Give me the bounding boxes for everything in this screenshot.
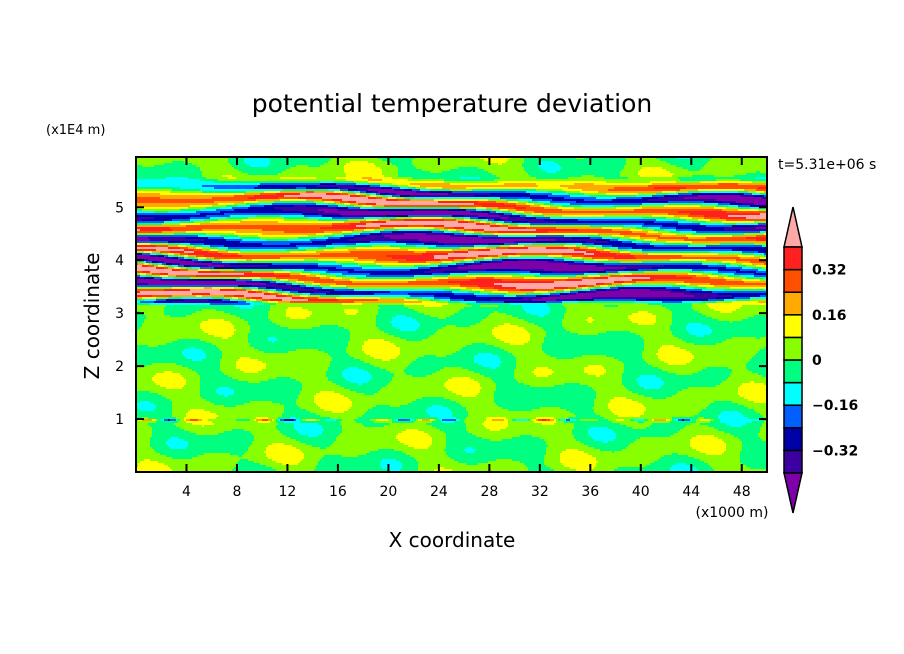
colorbar-label: −0.32 (812, 443, 858, 459)
y-axis-label: Z coordinate (80, 253, 104, 380)
x-axis-ticks: 4 8 12 16 20 24 28 32 36 40 44 48 (182, 157, 751, 500)
colorbar-label: −0.16 (812, 398, 858, 414)
colorbar-box (783, 291, 803, 316)
x-tick-label: 48 (733, 484, 751, 500)
colorbar-extend-min (783, 472, 803, 514)
colorbar-box (783, 268, 803, 293)
chart-title: potential temperature deviation (252, 89, 652, 118)
y-tick-label: 1 (115, 412, 124, 428)
x-tick-label: 16 (329, 484, 347, 500)
colorbar-box (783, 359, 803, 384)
x-tick-label: 28 (480, 484, 498, 500)
x-tick-label: 8 (232, 484, 241, 500)
contour-field (136, 157, 767, 472)
colorbar-box (783, 427, 803, 452)
y-tick-label: 4 (115, 253, 124, 269)
colorbar-box (783, 336, 803, 361)
x-tick-label: 24 (430, 484, 448, 500)
colorbar-label: 0.32 (812, 263, 847, 279)
x-tick-label: 12 (279, 484, 297, 500)
colorbar-extend-max (783, 206, 803, 248)
x-axis-label: X coordinate (389, 528, 516, 552)
y-tick-label: 5 (115, 200, 124, 216)
x-tick-label: 20 (379, 484, 397, 500)
colorbar: 0.32 0.16 0 −0.16 −0.32 (783, 206, 858, 514)
x-tick-label: 44 (682, 484, 700, 500)
y-unit-label: (x1E4 m) (46, 123, 105, 138)
x-tick-label: 40 (632, 484, 650, 500)
x-unit-label: (x1000 m) (696, 505, 769, 521)
x-tick-label: 36 (581, 484, 599, 500)
x-tick-label: 4 (182, 484, 191, 500)
colorbar-box (783, 381, 803, 406)
y-tick-label: 3 (115, 306, 124, 322)
y-tick-label: 2 (115, 359, 124, 375)
colorbar-box (783, 314, 803, 339)
colorbar-box (783, 246, 803, 271)
time-label: t=5.31e+06 s (778, 157, 876, 173)
plot-frame (135, 156, 768, 473)
colorbar-label: 0.16 (812, 308, 847, 324)
y-axis-ticks: 1 2 3 4 5 (115, 200, 767, 428)
colorbar-box (783, 449, 803, 474)
x-tick-label: 32 (531, 484, 549, 500)
colorbar-box (783, 404, 803, 429)
colorbar-label: 0 (812, 353, 822, 369)
